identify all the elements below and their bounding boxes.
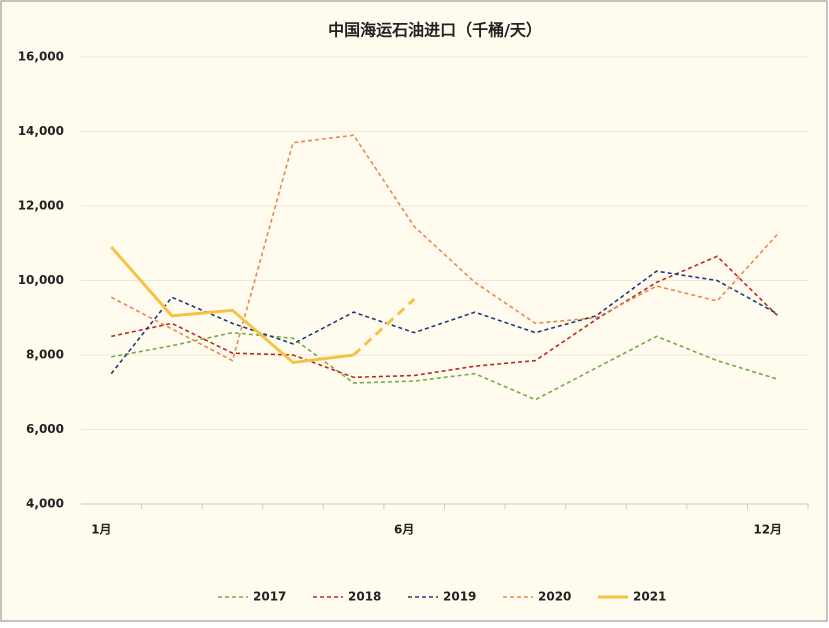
legend-label: 2018 [348,590,381,604]
y-tick-label: 12,000 [18,199,64,213]
y-tick-label: 6,000 [26,422,64,436]
x-tick-label: 1月 [91,523,111,537]
legend-label: 2017 [253,590,286,604]
series-line [110,245,354,365]
x-tick-label: 6月 [394,523,414,537]
y-tick-label: 14,000 [18,124,64,138]
series-line [111,255,779,379]
series-line [110,134,779,362]
y-tick-label: 4,000 [26,497,64,511]
y-tick-label: 10,000 [18,273,64,287]
legend-label: 2019 [443,590,476,604]
series-line [352,298,416,357]
series-line [111,331,778,401]
y-tick-label: 16,000 [18,50,64,64]
x-tick-label: 12月 [753,523,782,537]
legend-label: 2020 [538,590,571,604]
y-tick-label: 8,000 [26,348,64,362]
chart-title: 中国海运石油进口（千桶/天） [328,21,542,40]
legend-label: 2021 [633,590,666,604]
